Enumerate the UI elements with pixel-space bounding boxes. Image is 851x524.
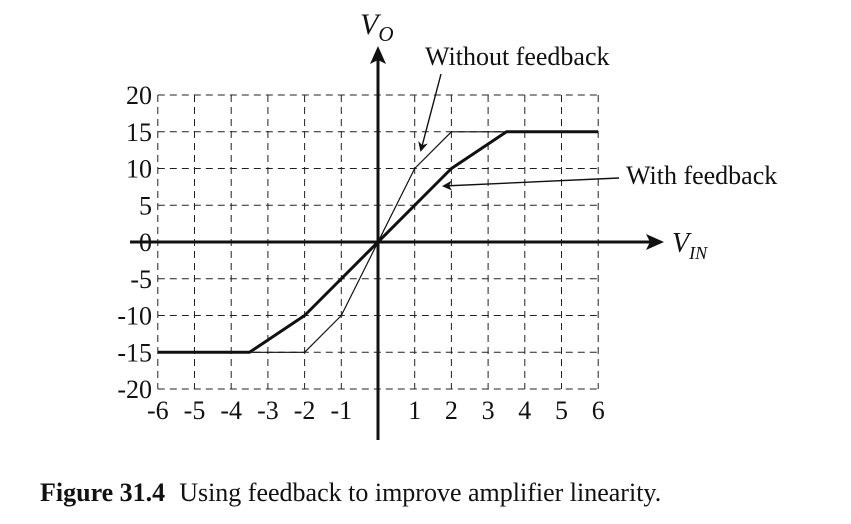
figure-caption-text: Using feedback to improve amplifier line…: [179, 478, 662, 507]
y-tick-label: -10: [117, 302, 152, 331]
y-tick-label: 20: [126, 81, 152, 110]
y-tick-label: 5: [139, 191, 152, 220]
x-tick-label: 1: [408, 396, 421, 425]
x-axis-arrowhead: [646, 234, 664, 250]
y-tick-label: -20: [117, 375, 152, 404]
x-tick-label: -2: [294, 396, 316, 425]
axes: [130, 46, 664, 440]
y-axis-arrowhead: [370, 46, 386, 64]
x-tick-label: 2: [445, 396, 458, 425]
annotation-with-feedback-arrow: [442, 177, 620, 191]
y-tick-label: 15: [126, 118, 152, 147]
x-tick-label: -5: [184, 396, 206, 425]
annotation-without-feedback-arrow: [418, 73, 442, 152]
x-axis-label: VIN: [672, 228, 708, 263]
annotations: Without feedback With feedback: [418, 42, 777, 191]
y-tick-label: -15: [117, 338, 152, 367]
y-tick-label: -5: [130, 265, 152, 294]
annotation-without-feedback: Without feedback: [425, 42, 610, 71]
x-tick-label: 5: [555, 396, 568, 425]
x-tick-label: 6: [592, 396, 605, 425]
x-tick-label: -1: [330, 396, 352, 425]
figure-number: Figure 31.4: [40, 478, 166, 507]
annotation-with-feedback: With feedback: [626, 161, 777, 190]
y-tick-label: 0: [139, 228, 152, 257]
x-tick-label: -3: [257, 396, 279, 425]
x-tick-label: 3: [482, 396, 495, 425]
x-tick-label: -6: [147, 396, 169, 425]
x-tick-label: -4: [220, 396, 242, 425]
y-axis-label: VO: [360, 8, 394, 46]
y-tick-label: 10: [126, 155, 152, 184]
figure-caption: Figure 31.4 Using feedback to improve amp…: [40, 478, 661, 508]
x-tick-label: 4: [518, 396, 531, 425]
